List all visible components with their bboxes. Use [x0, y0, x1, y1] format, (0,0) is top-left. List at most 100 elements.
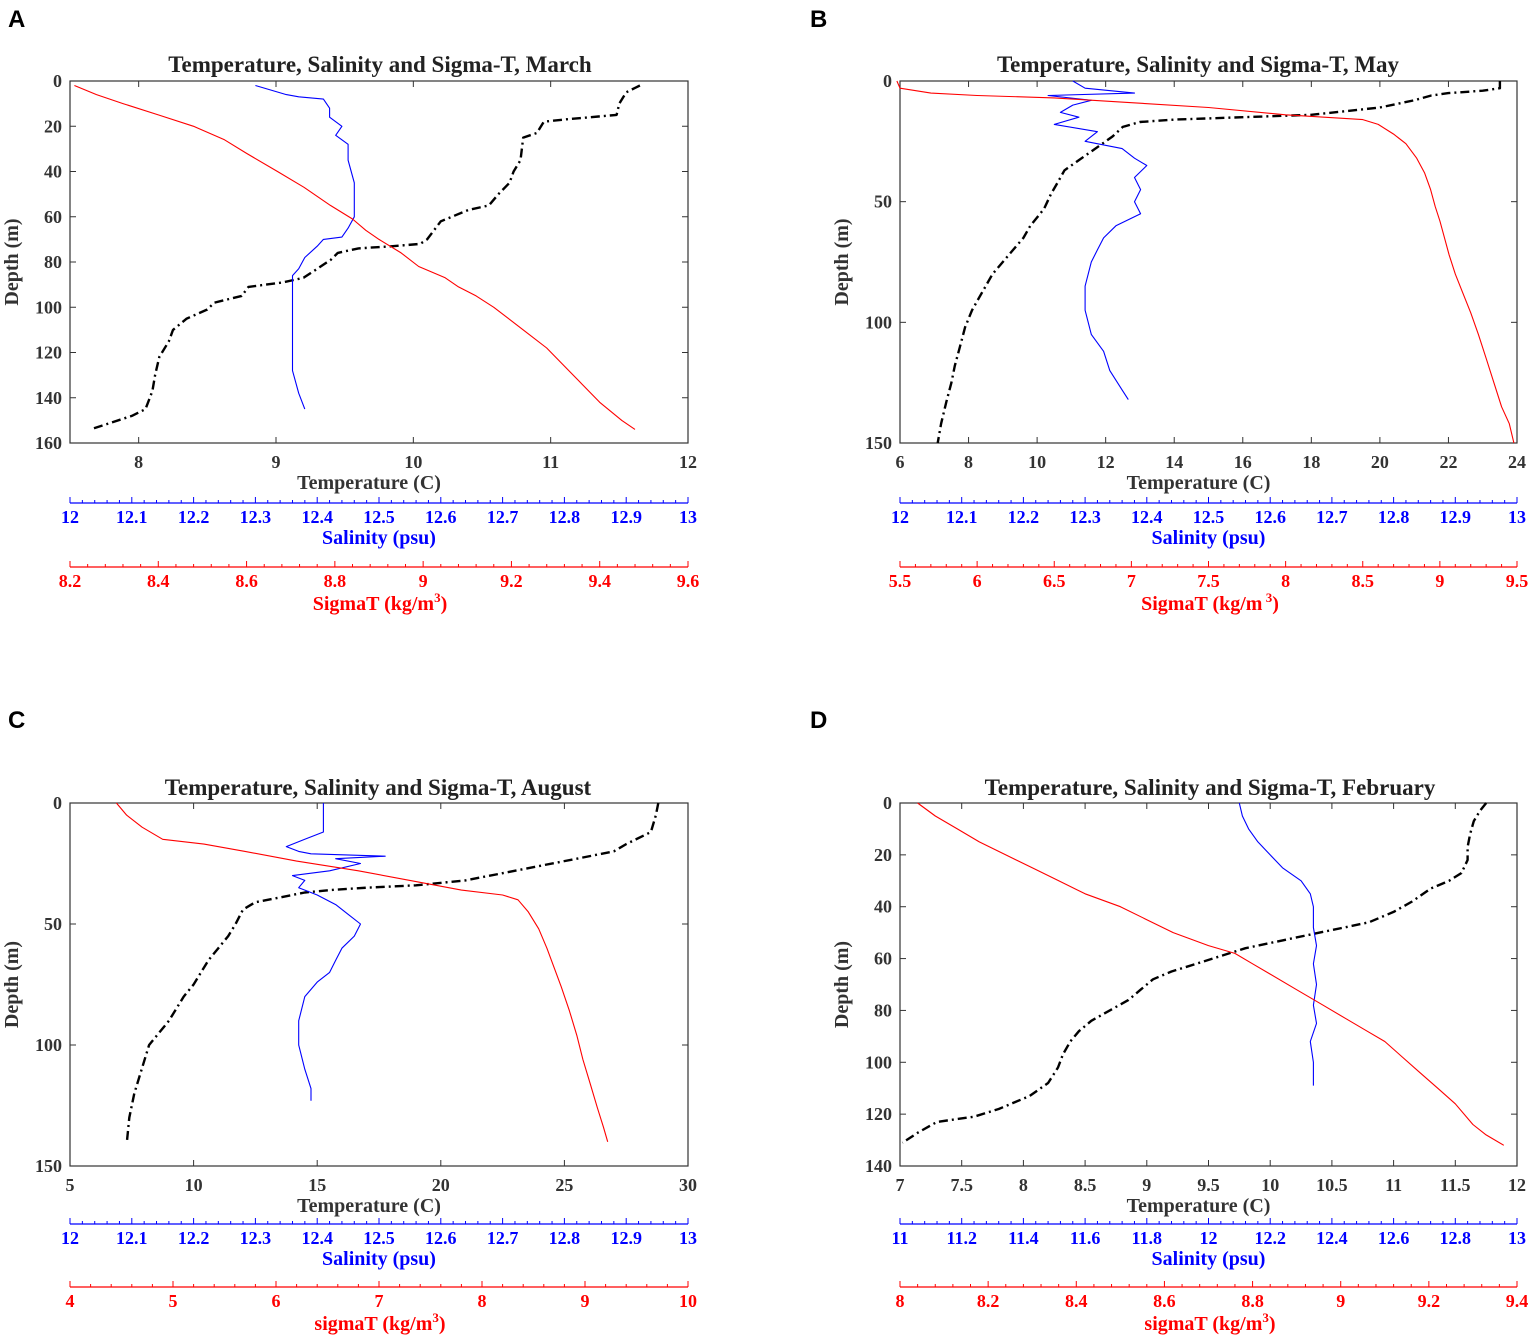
panel-letter: B [810, 6, 827, 33]
salinity-axis-label: Salinity (psu) [1152, 1248, 1266, 1270]
temperature-tick-label: 20 [432, 1175, 450, 1195]
sigma-tick-label: 8.4 [1065, 1291, 1088, 1311]
sigma-tick-label: 9.4 [1506, 1291, 1529, 1311]
temperature-tick-label: 20 [1371, 452, 1389, 472]
salinity-series-line [255, 84, 355, 410]
temperature-tick-label: 10 [1261, 1175, 1279, 1195]
temperature-tick-label: 8.5 [1074, 1175, 1097, 1195]
salinity-tick-label: 12.9 [610, 507, 642, 527]
y-tick-label: 80 [44, 252, 62, 272]
sigma-axis-label: sigmaT (kg/m3) [314, 1310, 445, 1335]
salinity-series-line [1047, 80, 1148, 400]
salinity-tick-label: 12.8 [1378, 507, 1410, 527]
sigma-tick-label: 6 [973, 571, 982, 591]
temperature-tick-label: 30 [679, 1175, 697, 1195]
sigma-tick-label: 8.8 [324, 571, 347, 591]
y-tick-label: 100 [35, 297, 62, 317]
y-tick-label: 20 [874, 845, 892, 865]
temperature-tick-label: 7 [896, 1175, 905, 1195]
y-tick-label: 140 [35, 388, 62, 408]
y-tick-label: 140 [865, 1156, 892, 1176]
salinity-tick-label: 12.9 [610, 1228, 642, 1248]
sigma-tick-label: 6 [272, 1291, 281, 1311]
temperature-tick-label: 9 [1142, 1175, 1151, 1195]
salinity-tick-label: 11.8 [1132, 1228, 1163, 1248]
y-axis-label: Depth (m) [1, 218, 23, 305]
sigma-tick-label: 7 [375, 1291, 384, 1311]
temperature-tick-label: 22 [1439, 452, 1457, 472]
sigma-tick-label: 9.5 [1506, 571, 1529, 591]
salinity-tick-label: 12.1 [116, 507, 148, 527]
panel-letter: C [8, 707, 25, 734]
sigma-tick-label: 9.6 [677, 571, 700, 591]
sigma-tick-label: 9 [419, 571, 428, 591]
sigma-axis-label: SigmaT (kg/m 3) [1141, 590, 1279, 615]
sigma-tick-label: 5.5 [889, 571, 912, 591]
y-tick-label: 20 [44, 116, 62, 136]
temperature-tick-label: 12 [679, 452, 697, 472]
sigma-tick-label: 8.5 [1352, 571, 1375, 591]
temperature-axis-label: Temperature (C) [297, 1195, 441, 1217]
salinity-series-line [285, 803, 386, 1101]
temperature-tick-label: 24 [1508, 452, 1526, 472]
temperature-series-line [125, 802, 660, 1142]
temperature-tick-label: 8 [134, 452, 143, 472]
salinity-tick-label: 12.1 [116, 1228, 148, 1248]
y-tick-label: 60 [874, 949, 892, 969]
sigmat-series-line [917, 802, 1505, 1146]
sigma-tick-label: 4 [66, 1291, 75, 1311]
salinity-tick-label: 12.2 [1254, 1228, 1286, 1248]
y-tick-label: 40 [44, 162, 62, 182]
y-tick-label: 100 [35, 1035, 62, 1055]
sigmat-series-line [896, 80, 1515, 444]
sigma-tick-label: 8.6 [1153, 1291, 1176, 1311]
plot-frame [899, 802, 1518, 1167]
sigma-tick-label: 8 [478, 1291, 487, 1311]
sigma-tick-label: 9.2 [1418, 1291, 1441, 1311]
salinity-tick-label: 12.4 [301, 1228, 333, 1248]
y-tick-label: 80 [874, 1000, 892, 1020]
chart-title: Temperature, Salinity and Sigma-T, May [997, 52, 1400, 77]
panel-a: A Temperature, Salinity and Sigma-T, Marc… [1, 6, 699, 615]
salinity-tick-label: 12.4 [301, 507, 333, 527]
temperature-tick-label: 15 [308, 1175, 326, 1195]
salinity-tick-label: 12.7 [487, 507, 519, 527]
temperature-tick-label: 8 [1019, 1175, 1028, 1195]
temperature-tick-label: 10.5 [1316, 1175, 1348, 1195]
salinity-tick-label: 12.9 [1440, 507, 1472, 527]
temperature-series-line [901, 802, 1488, 1144]
salinity-tick-label: 12.5 [363, 1228, 395, 1248]
temperature-tick-label: 11 [542, 452, 559, 472]
sigma-tick-label: 8 [1281, 571, 1290, 591]
temperature-tick-label: 9 [272, 452, 281, 472]
temperature-tick-label: 11.5 [1440, 1175, 1471, 1195]
sigma-tick-label: 9 [1336, 1291, 1345, 1311]
chart-title: Temperature, Salinity and Sigma-T, March [168, 52, 592, 77]
salinity-tick-label: 12.2 [178, 1228, 210, 1248]
temperature-tick-label: 10 [1028, 452, 1046, 472]
temperature-axis-label: Temperature (C) [297, 472, 441, 494]
salinity-axis-label: Salinity (psu) [322, 527, 436, 549]
salinity-tick-label: 13 [679, 507, 697, 527]
salinity-tick-label: 12.5 [1193, 507, 1225, 527]
salinity-tick-label: 12 [891, 507, 909, 527]
salinity-tick-label: 12 [61, 507, 79, 527]
temperature-tick-label: 18 [1302, 452, 1320, 472]
sigma-tick-label: 8.2 [977, 1291, 1000, 1311]
y-tick-label: 100 [865, 312, 892, 332]
sigma-tick-label: 7 [1127, 571, 1136, 591]
sigma-tick-label: 9 [581, 1291, 590, 1311]
temperature-tick-label: 11 [1385, 1175, 1402, 1195]
panel-c: C Temperature, Salinity and Sigma-T, Augu… [1, 707, 697, 1335]
sigma-tick-label: 9.4 [588, 571, 611, 591]
panel-b: B Temperature, Salinity and Sigma-T, May 0… [810, 6, 1528, 615]
temperature-tick-label: 25 [555, 1175, 573, 1195]
salinity-axis-label: Salinity (psu) [1152, 527, 1266, 549]
y-tick-label: 50 [44, 914, 62, 934]
y-tick-label: 160 [35, 433, 62, 453]
y-tick-label: 150 [35, 1156, 62, 1176]
plot-frame [69, 80, 689, 444]
plot-frame [69, 802, 689, 1167]
salinity-tick-label: 12.3 [240, 507, 272, 527]
sigma-tick-label: 6.5 [1043, 571, 1066, 591]
